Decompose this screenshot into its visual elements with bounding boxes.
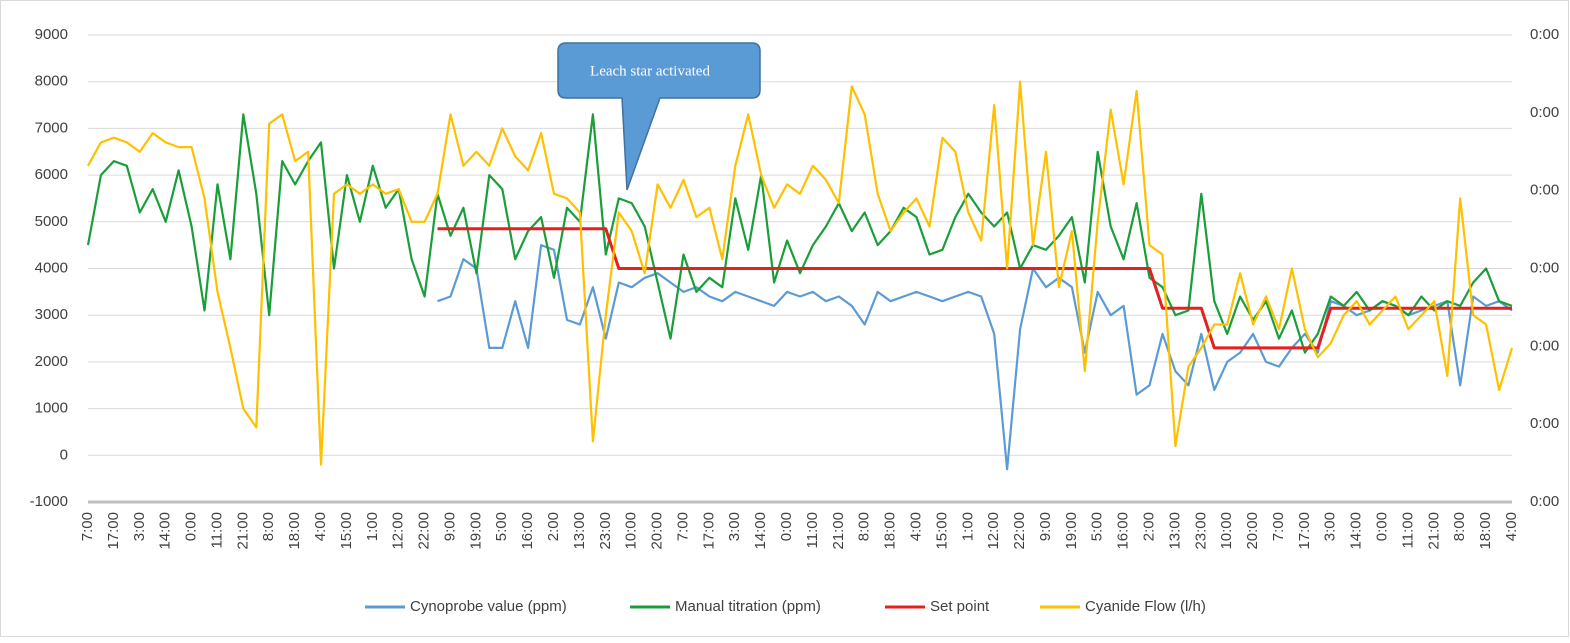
series-line: [437, 227, 1512, 350]
x-tick-label: 7:00: [1270, 512, 1287, 541]
y-tick-label: 8000: [35, 73, 68, 90]
x-tick-label: 3:00: [726, 512, 743, 541]
series-line: [86, 113, 1513, 354]
x-tick-label: 1:00: [364, 512, 381, 541]
x-tick-label: 20:00: [1244, 512, 1261, 550]
y2-tick-label: 0:00: [1530, 182, 1559, 199]
x-tick-label: 19:00: [1063, 512, 1080, 550]
x-tick-label: 19:00: [467, 512, 484, 550]
series-line: [87, 80, 1514, 466]
x-tick-label: 8:00: [856, 512, 873, 541]
x-tick-label: 10:00: [623, 512, 640, 550]
x-tick-label: 18:00: [882, 512, 899, 550]
x-tick-label: 9:00: [1037, 512, 1054, 541]
x-tick-label: 16:00: [1115, 512, 1132, 550]
x-tick-label: 1:00: [959, 512, 976, 541]
x-tick-label: 3:00: [131, 512, 148, 541]
x-tick-label: 11:00: [208, 512, 225, 548]
x-tick-label: 0:00: [183, 512, 200, 541]
x-tick-label: 3:00: [1322, 512, 1339, 541]
x-tick-label: 23:00: [597, 512, 614, 550]
x-tick-label: 0:00: [778, 512, 795, 541]
x-tick-label: 21:00: [1425, 512, 1442, 550]
x-tick-label: 17:00: [700, 512, 717, 550]
x-tick-label: 21:00: [830, 512, 847, 550]
x-tick-label: 10:00: [1218, 512, 1235, 550]
y-tick-label: 1000: [35, 400, 68, 417]
x-tick-label: 4:00: [312, 512, 329, 541]
x-tick-label: 18:00: [286, 512, 303, 550]
x-tick-label: 14:00: [1348, 512, 1365, 550]
x-tick-label: 15:00: [933, 512, 950, 550]
x-tick-label: 17:00: [105, 512, 122, 550]
x-tick-label: 12:00: [390, 512, 407, 550]
x-tick-label: 17:00: [1296, 512, 1313, 550]
x-tick-label: 11:00: [1399, 512, 1416, 548]
x-tick-label: 22:00: [416, 512, 433, 550]
x-tick-label: 4:00: [1503, 512, 1520, 541]
callout-shape: [557, 42, 761, 191]
y-tick-label: -1000: [30, 493, 68, 510]
x-tick-label: 4:00: [907, 512, 924, 541]
annotation: Leach star activated: [590, 63, 710, 79]
x-tick-label: 18:00: [1477, 512, 1494, 550]
legend-label: Cynoprobe value (ppm): [410, 598, 567, 615]
x-tick-label: 13:00: [1166, 512, 1183, 550]
x-tick-label: 2:00: [545, 512, 562, 541]
plot-lines: [86, 80, 1514, 471]
x-tick-label: 13:00: [571, 512, 588, 550]
legend: Cynoprobe value (ppm) Manual titration (p…: [365, 598, 1206, 615]
x-tick-label: 14:00: [752, 512, 769, 550]
y2-tick-label: 0:00: [1530, 493, 1559, 510]
callout: Leach star activated: [557, 42, 761, 191]
x-tick-label: 22:00: [1011, 512, 1028, 550]
y-tick-label: 0: [60, 446, 68, 463]
y2-tick-label: 0:00: [1530, 415, 1559, 432]
x-tick-label: 7:00: [79, 512, 96, 541]
x-tick-label: 9:00: [441, 512, 458, 541]
x-tick-label: 8:00: [1451, 512, 1468, 541]
y-tick-label: 7000: [35, 119, 68, 136]
x-tick-label: 5:00: [493, 512, 510, 541]
legend-label: Set point: [930, 598, 990, 615]
x-tick-label: 8:00: [260, 512, 277, 541]
y2-tick-label: 0:00: [1530, 337, 1559, 354]
x-tick-label: 7:00: [674, 512, 691, 541]
y2-tick-label: 0:00: [1530, 26, 1559, 43]
x-tick-label: 21:00: [234, 512, 251, 550]
y-tick-label: 4000: [35, 259, 68, 276]
y-tick-label: 3000: [35, 306, 68, 323]
legend-label: Manual titration (ppm): [675, 598, 821, 615]
y-tick-label: 9000: [35, 26, 68, 43]
x-tick-label: 0:00: [1374, 512, 1391, 541]
x-tick-label: 5:00: [1089, 512, 1106, 541]
x-tick-label: 14:00: [157, 512, 174, 550]
grid: -1000 0 1000 2000 3000 4000 5000 6000 7000 8000 90…: [30, 26, 1560, 550]
x-tick-label: 20:00: [649, 512, 666, 550]
x-tick-label: 2:00: [1140, 512, 1157, 541]
x-tick-label: 16:00: [519, 512, 536, 550]
y2-tick-label: 0:00: [1530, 259, 1559, 276]
series-line: [437, 244, 1513, 471]
y-tick-label: 5000: [35, 213, 68, 230]
legend-label: Cyanide Flow (l/h): [1085, 598, 1206, 615]
x-tick-label: 23:00: [1192, 512, 1209, 550]
y2-tick-label: 0:00: [1530, 104, 1559, 121]
x-tick-label: 11:00: [804, 512, 821, 548]
y-tick-label: 2000: [35, 353, 68, 370]
y-tick-label: 6000: [35, 166, 68, 183]
x-tick-label: 12:00: [985, 512, 1002, 550]
x-tick-label: 15:00: [338, 512, 355, 550]
